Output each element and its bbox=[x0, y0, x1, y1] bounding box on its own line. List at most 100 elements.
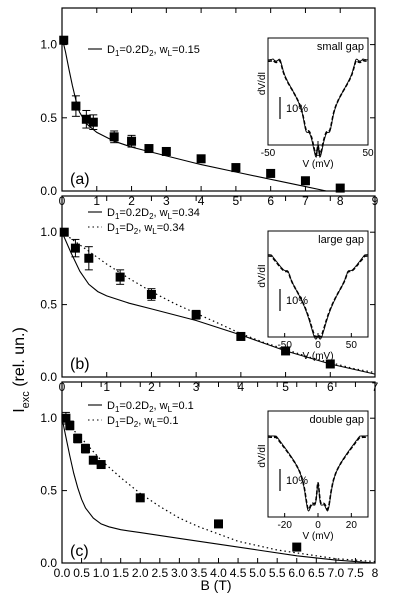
p3-panel-label: (c) bbox=[70, 543, 89, 560]
p2-data-point bbox=[115, 272, 125, 282]
p1-series-line-1 bbox=[61, 37, 327, 192]
p1-data-point bbox=[196, 154, 206, 164]
p3-x-tick-label: 2.0 bbox=[132, 566, 149, 580]
p1-inset-y-label: dV/dI bbox=[257, 72, 268, 95]
p3-y-tick-label: 1.0 bbox=[40, 411, 57, 425]
p3-inset: -20 0 20 double gap V (mV) dV/dI 10% bbox=[257, 410, 369, 542]
p2-data-point bbox=[146, 289, 156, 299]
p1-inset: -50 0 50 small gap V (mV) dV/dI 10% bbox=[257, 37, 374, 170]
p3-x-tick-label: 5.5 bbox=[269, 566, 286, 580]
p1-data-point bbox=[266, 168, 276, 178]
p2-inset-scale-label: 10% bbox=[286, 295, 308, 307]
p1-data-point bbox=[59, 35, 69, 45]
p1-data-point bbox=[335, 183, 345, 193]
p2-y-tick-label: 1.0 bbox=[40, 225, 57, 239]
p3-x-tick-label: 7.5 bbox=[347, 566, 364, 580]
p3-y-tick-label: 0.5 bbox=[40, 484, 57, 498]
p1-inset-x-tick-label: 50 bbox=[362, 148, 374, 159]
p1-data-point bbox=[231, 163, 241, 173]
p1-inset-x-tick-label: 0 bbox=[315, 148, 321, 159]
p3-x-tick-label: 8 bbox=[372, 566, 379, 580]
p3-x-tick-label: 3.5 bbox=[191, 566, 208, 580]
p3-inset-title: double gap bbox=[310, 414, 364, 426]
p3-inset-x-tick-label: -20 bbox=[277, 520, 292, 531]
p3-data-point bbox=[292, 542, 302, 552]
p2-y-tick-label: 0.0 bbox=[40, 370, 57, 384]
p2-x-tick-label: 5 bbox=[282, 380, 289, 394]
p3-data-point bbox=[80, 444, 90, 454]
p2-data-point bbox=[325, 359, 335, 369]
p2-data-point bbox=[84, 253, 94, 263]
p2-inset: -50 0 50 large gap V (mV) dV/dI 10% bbox=[257, 230, 369, 362]
p3-x-tick-label: 1.5 bbox=[112, 566, 129, 580]
p3-x-tick-label: 0.5 bbox=[73, 566, 90, 580]
p1-inset-title: small gap bbox=[317, 41, 364, 53]
p3-data-point bbox=[96, 460, 106, 470]
p1-inset-x-tick-label: -50 bbox=[261, 148, 276, 159]
p3-x-tick-label: 5.0 bbox=[249, 566, 266, 580]
p1-data-point bbox=[88, 117, 98, 127]
p3-data-point bbox=[214, 519, 223, 529]
p3-data-point bbox=[135, 493, 145, 503]
p1-y-tick-label: 0.5 bbox=[40, 111, 57, 125]
p3-x-tick-label: 3.0 bbox=[171, 566, 188, 580]
p1-y-tick-label: 0.0 bbox=[40, 184, 57, 198]
p3-x-tick-label: 1.0 bbox=[93, 566, 110, 580]
p3-x-tick-label: 7.0 bbox=[328, 566, 345, 580]
p3-inset-y-label: dV/dI bbox=[257, 444, 268, 467]
panel-1: 01234567890.00.51.0D1=0.2D2, wL=0.15(a)-… bbox=[40, 7, 379, 208]
y-axis-label: Iexc (rel. un.) bbox=[11, 327, 32, 413]
p3-inset-x-tick-label: 0 bbox=[315, 520, 321, 531]
p1-data-point bbox=[71, 101, 81, 111]
p1-data-point bbox=[109, 132, 119, 142]
p2-inset-x-tick-label: 50 bbox=[346, 340, 358, 351]
p1-x-tick-label: 6 bbox=[267, 194, 274, 208]
p1-data-point bbox=[300, 176, 310, 186]
p3-inset-fit-curve bbox=[268, 436, 368, 511]
p3-inset-scale-label: 10% bbox=[286, 475, 308, 487]
p3-data-point bbox=[65, 420, 75, 430]
p2-x-tick-label: 4 bbox=[238, 380, 245, 394]
p2-x-tick-label: 1 bbox=[103, 380, 110, 394]
p2-inset-x-tick-label: 0 bbox=[315, 340, 321, 351]
p2-inset-frame bbox=[267, 230, 369, 338]
p2-series-line-2 bbox=[61, 231, 376, 374]
p3-y-tick-label: 0.0 bbox=[40, 556, 57, 570]
x-axis-label: B (T) bbox=[200, 577, 231, 593]
p1-data-point bbox=[144, 144, 154, 154]
p1-plot-frame bbox=[61, 7, 376, 192]
p3-x-tick-label: 6.5 bbox=[308, 566, 325, 580]
p1-inset-scale-label: 10% bbox=[286, 103, 308, 115]
p2-legend-label-2: D1=D2, wL=0.34 bbox=[107, 222, 185, 236]
p3-data-point bbox=[61, 413, 71, 423]
p2-y-tick-label: 0.5 bbox=[40, 298, 57, 312]
p2-data-point bbox=[59, 227, 69, 237]
p3-inset-x-label: V (mV) bbox=[302, 531, 333, 542]
p2-x-tick-label: 6 bbox=[327, 380, 334, 394]
p1-x-tick-label: 1 bbox=[93, 194, 100, 208]
p2-x-tick-label: 2 bbox=[148, 380, 155, 394]
p1-inset-frame bbox=[267, 37, 369, 146]
p1-panel-label: (a) bbox=[70, 171, 90, 188]
p1-inset-fit-curve bbox=[267, 59, 369, 157]
p2-data-point bbox=[70, 243, 80, 253]
p1-x-tick-label: 4 bbox=[198, 194, 205, 208]
p2-inset-title: large gap bbox=[318, 234, 364, 246]
p1-data-point bbox=[161, 146, 171, 156]
p2-data-point bbox=[191, 310, 201, 320]
p1-x-tick-label: 5 bbox=[233, 194, 240, 208]
p1-legend-label-1: D1=0.2D2, wL=0.15 bbox=[107, 44, 200, 58]
p3-x-tick-label: 2.5 bbox=[151, 566, 168, 580]
p2-data-point bbox=[236, 331, 246, 341]
p1-data-point bbox=[127, 136, 137, 146]
panel-2: 0 1 2 3 4 5 6 7 0.0 0.5 1.0 D1=0.2D2, wL=0.34D1=D2,… bbox=[40, 195, 379, 394]
p2-inset-x-tick-label: -50 bbox=[277, 340, 292, 351]
p2-inset-y-label: dV/dI bbox=[257, 264, 268, 287]
p3-legend-label-2: D1=D2, wL=0.1 bbox=[107, 415, 178, 429]
p3-x-tick-label: 0.0 bbox=[54, 566, 71, 580]
p3-legend-label-1: D1=0.2D2, wL=0.1 bbox=[107, 400, 194, 414]
p1-inset-x-label: V (mV) bbox=[302, 159, 333, 170]
p3-inset-x-tick-label: 20 bbox=[346, 520, 358, 531]
panel-3: 0.0 0.5 1.0 1.5 2.0 2.5 3.0 3.5 4.0 4.5 5.0 5.5 6.0 6… bbox=[40, 381, 379, 580]
